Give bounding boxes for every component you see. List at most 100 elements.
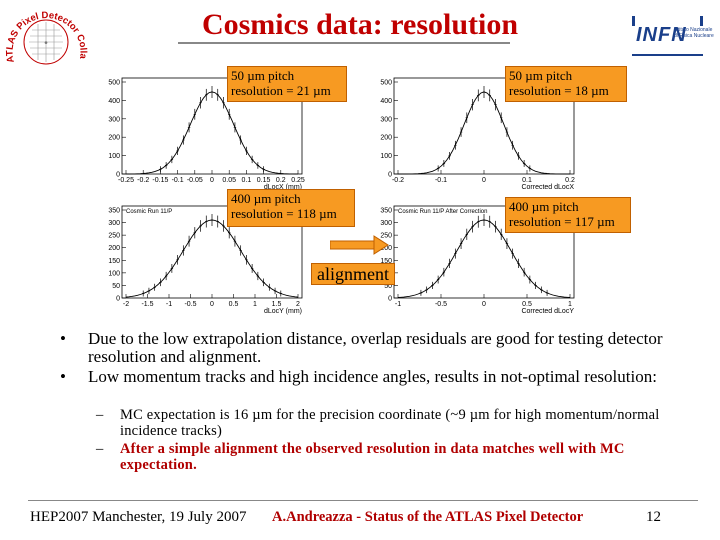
- infn-logo: INFN Istituto Nazionale di Fisica Nuclea…: [628, 14, 720, 64]
- y-tick-label: 200: [380, 135, 392, 142]
- y-tick-label: 100: [108, 270, 120, 277]
- y-tick-label: 300: [108, 220, 120, 227]
- x-tick-label: -1: [395, 301, 401, 308]
- pitch-label: 50 µm pitch: [509, 68, 573, 83]
- x-tick-label: 1: [253, 301, 257, 308]
- x-tick-label: -1: [166, 301, 172, 308]
- plot-label-50um-18um: 50 µm pitch resolution = 18 µm: [505, 66, 627, 102]
- title-divider: [178, 42, 510, 44]
- x-tick-label: 0.1: [242, 177, 252, 184]
- infn-wordmark: INFN: [636, 24, 687, 46]
- x-tick-label: -0.15: [152, 177, 168, 184]
- resolution-label: resolution = 21 µm: [231, 83, 331, 98]
- x-axis-label: dLocY (mm): [264, 308, 302, 315]
- x-tick-label: -0.2: [392, 177, 404, 184]
- plot-label-400um-118um: 400 µm pitch resolution = 118 µm: [227, 189, 355, 227]
- y-tick-label: 200: [108, 135, 120, 142]
- y-tick-label: 200: [108, 245, 120, 252]
- slide-title: Cosmics data: resolution: [201, 8, 519, 41]
- y-tick-label: 0: [388, 172, 392, 179]
- y-tick-label: 400: [108, 98, 120, 105]
- x-tick-label: 0.2: [565, 177, 575, 184]
- alignment-label: alignment: [311, 263, 395, 285]
- x-tick-label: 0.25: [291, 177, 305, 184]
- y-tick-label: 500: [108, 80, 120, 87]
- sub-bullet-text: After a simple alignment the observed re…: [120, 441, 625, 473]
- x-tick-label: 0.05: [222, 177, 236, 184]
- y-tick-label: 100: [380, 153, 392, 160]
- y-tick-label: 150: [380, 258, 392, 265]
- bullet-text: Low momentum tracks and high incidence a…: [88, 367, 657, 386]
- x-tick-label: 0.15: [257, 177, 271, 184]
- x-tick-label: -0.1: [435, 177, 447, 184]
- pitch-label: 50 µm pitch: [231, 68, 295, 83]
- resolution-label: resolution = 18 µm: [509, 83, 609, 98]
- x-tick-label: 1.5: [272, 301, 282, 308]
- histogram-curve: [397, 219, 571, 298]
- infn-subtitle: Istituto Nazionale di Fisica Nucleare: [674, 27, 714, 39]
- footer-divider: [28, 500, 698, 501]
- svg-text:•: •: [44, 38, 48, 49]
- x-tick-label: -0.5: [184, 301, 196, 308]
- page-number: 12: [646, 509, 661, 525]
- x-tick-label: -0.25: [118, 177, 134, 184]
- plot-title: Cosmic Run 11/P After Correction: [398, 209, 487, 215]
- y-tick-label: 300: [380, 220, 392, 227]
- y-tick-label: 400: [380, 98, 392, 105]
- x-tick-label: -2: [123, 301, 129, 308]
- x-axis-label: Corrected dLocX: [521, 184, 574, 190]
- alignment-arrow-icon: [329, 235, 390, 260]
- x-tick-label: 0: [482, 301, 486, 308]
- x-tick-label: 0: [482, 177, 486, 184]
- x-tick-label: 2: [296, 301, 300, 308]
- y-tick-label: 350: [380, 208, 392, 215]
- footer-event: HEP2007 Manchester, 19 July 2007: [30, 509, 247, 525]
- x-tick-label: 0: [210, 177, 214, 184]
- x-tick-label: -0.05: [187, 177, 203, 184]
- y-tick-label: 500: [380, 80, 392, 87]
- y-tick-label: 50: [384, 283, 392, 290]
- x-tick-label: -1.5: [141, 301, 153, 308]
- x-axis-label: dLocX (mm): [264, 184, 302, 190]
- histogram-curve: [398, 91, 570, 175]
- y-tick-label: 300: [380, 116, 392, 123]
- y-tick-label: 150: [108, 258, 120, 265]
- bullet-marker: •: [60, 329, 66, 348]
- y-tick-label: 200: [380, 245, 392, 252]
- pitch-label: 400 µm pitch: [509, 199, 579, 214]
- infn-subtitle-line2: di Fisica Nucleare: [674, 33, 714, 39]
- x-axis-label: Corrected dLocY: [521, 308, 574, 315]
- y-tick-label: 100: [108, 153, 120, 160]
- atlas-pixel-logo: ATLAS Pixel Detector Collaboration •: [0, 0, 92, 86]
- x-tick-label: 0.5: [229, 301, 239, 308]
- x-tick-label: 1: [568, 301, 572, 308]
- x-tick-label: 0: [210, 301, 214, 308]
- x-tick-label: 0.2: [276, 177, 286, 184]
- infn-subtitle-line1: Istituto Nazionale: [674, 27, 713, 33]
- y-tick-label: 300: [108, 116, 120, 123]
- y-tick-label: 0: [116, 172, 120, 179]
- plot-label-400um-117um: 400 µm pitch resolution = 117 µm: [505, 197, 631, 233]
- footer-author-title: A.Andreazza - Status of the ATLAS Pixel …: [272, 509, 584, 525]
- x-tick-label: 0.1: [522, 177, 532, 184]
- y-tick-label: 250: [108, 233, 120, 240]
- y-tick-label: 350: [108, 208, 120, 215]
- bullet-text: Due to the low extrapolation distance, o…: [88, 329, 663, 366]
- bullet-marker: •: [60, 367, 66, 386]
- x-tick-label: -0.2: [137, 177, 149, 184]
- x-tick-label: 0.5: [522, 301, 532, 308]
- sub-bullet-text: MC expectation is 16 µm for the precisio…: [120, 407, 660, 439]
- histogram-curve: [126, 91, 298, 175]
- y-tick-label: 0: [388, 296, 392, 303]
- x-tick-label: -0.1: [172, 177, 184, 184]
- resolution-label: resolution = 118 µm: [231, 206, 337, 221]
- x-tick-label: -0.5: [435, 301, 447, 308]
- y-tick-label: 250: [380, 233, 392, 240]
- resolution-label: resolution = 117 µm: [509, 214, 615, 229]
- plot-title: Cosmic Run 11/P: [126, 209, 172, 215]
- y-tick-label: 0: [116, 296, 120, 303]
- histogram-curve: [125, 219, 299, 298]
- y-tick-label: 50: [112, 283, 120, 290]
- pitch-label: 400 µm pitch: [231, 191, 301, 206]
